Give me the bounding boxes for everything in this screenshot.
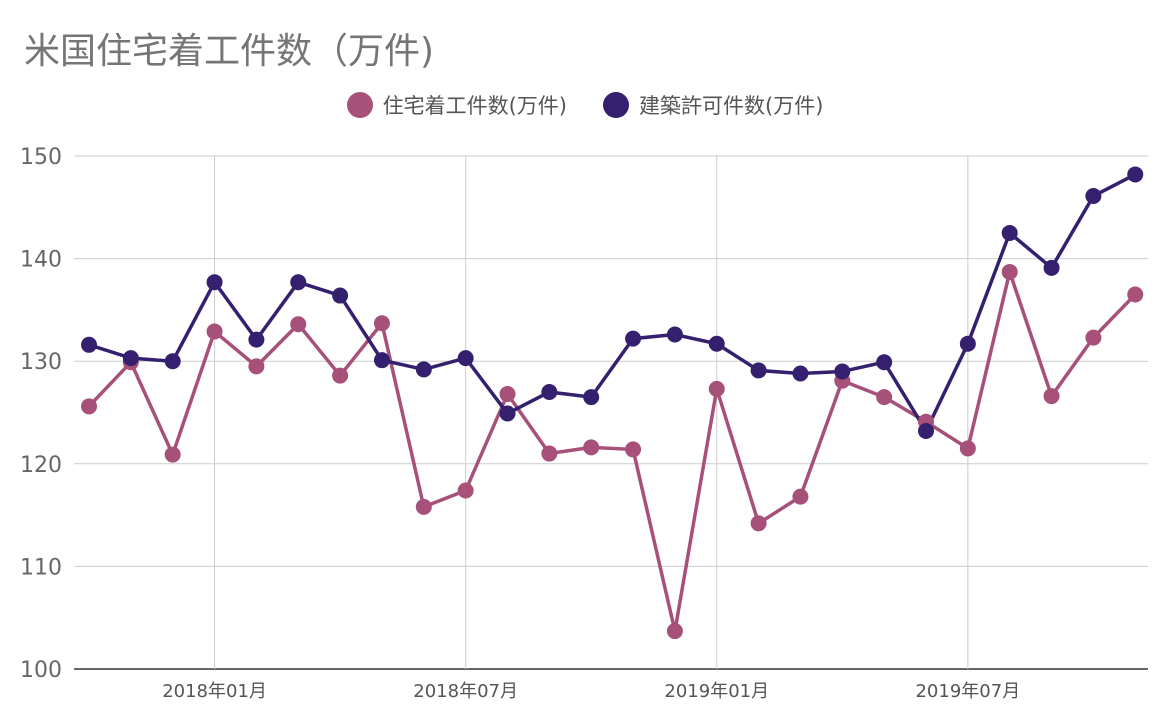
legend-label-permits: 建築許可件数(万件) [639, 94, 824, 118]
series-line-1 [88, 172, 1137, 433]
data-point-0 [625, 441, 642, 458]
x-tick-label: 2018年01月 [162, 681, 267, 702]
data-point-1 [834, 363, 851, 380]
data-point-1 [248, 331, 265, 348]
x-tick-label: 2019年07月 [915, 681, 1020, 702]
data-point-1 [959, 335, 976, 352]
y-tick-label: 150 [20, 145, 62, 170]
data-point-0 [164, 446, 181, 463]
data-point-0 [248, 358, 265, 375]
data-point-0 [1001, 263, 1018, 280]
data-point-1 [415, 361, 432, 378]
data-point-0 [1127, 286, 1144, 303]
data-point-1 [373, 352, 390, 369]
data-point-1 [81, 336, 97, 353]
data-point-0 [415, 498, 432, 515]
data-point-1 [792, 365, 809, 382]
legend-swatch-starts [346, 92, 373, 118]
data-point-1 [666, 326, 683, 343]
data-point-1 [583, 389, 600, 406]
data-point-0 [81, 398, 97, 415]
data-point-1 [918, 422, 934, 439]
data-point-0 [1043, 388, 1060, 405]
legend-label-starts: 住宅着工件数(万件) [382, 94, 567, 118]
data-point-1 [708, 335, 725, 352]
data-point-0 [541, 445, 558, 462]
legend-swatch-permits [603, 92, 629, 118]
data-point-0 [583, 439, 600, 456]
data-point-0 [332, 367, 349, 384]
y-tick-label: 130 [20, 350, 62, 375]
y-tick-label: 140 [20, 248, 62, 273]
data-point-1 [332, 287, 349, 304]
data-point-0 [959, 440, 976, 457]
data-point-0 [876, 389, 893, 406]
data-point-0 [499, 386, 516, 403]
data-point-1 [876, 354, 893, 371]
legend-item-permits[interactable]: 建築許可件数(万件) [603, 90, 823, 120]
legend-item-starts[interactable]: 住宅着工件数(万件) [346, 90, 567, 120]
data-point-1 [541, 383, 558, 400]
data-point-1 [1001, 224, 1018, 241]
y-tick-label: 120 [20, 453, 62, 478]
data-point-0 [666, 623, 683, 640]
data-point-1 [625, 330, 642, 347]
data-point-1 [206, 274, 223, 291]
series-line-0 [87, 270, 1137, 633]
data-point-1 [457, 350, 474, 367]
data-point-1 [499, 405, 516, 422]
data-point-1 [750, 362, 767, 379]
x-tick-label: 2019年01月 [664, 681, 769, 702]
y-tick-label: 110 [20, 555, 62, 580]
data-point-0 [290, 316, 307, 333]
data-point-0 [457, 482, 474, 499]
data-point-1 [1127, 166, 1144, 183]
data-point-1 [1043, 259, 1060, 276]
data-point-0 [1085, 329, 1102, 346]
data-point-1 [290, 274, 307, 291]
x-tick-label: 2018年07月 [413, 681, 518, 702]
legend: 住宅着工件数(万件) 建築許可件数(万件) [0, 90, 1170, 120]
data-point-1 [1085, 188, 1102, 205]
data-point-1 [122, 350, 139, 367]
data-point-0 [792, 488, 809, 505]
data-point-1 [164, 353, 181, 370]
data-point-0 [750, 515, 767, 532]
data-point-0 [373, 315, 390, 332]
data-point-0 [206, 323, 223, 340]
chart-title: 米国住宅着工件数（万件) [24, 31, 435, 72]
data-point-0 [708, 380, 725, 397]
y-tick-label: 100 [20, 658, 62, 683]
